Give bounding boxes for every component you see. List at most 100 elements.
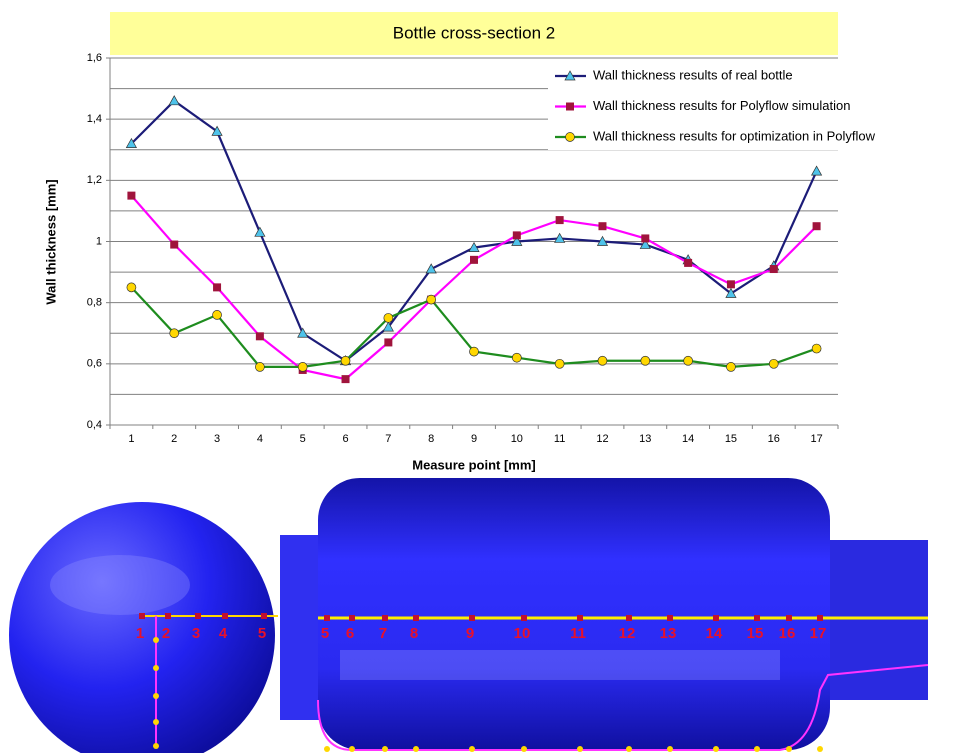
measure-point-label: 7	[379, 625, 387, 642]
measure-point	[817, 746, 823, 752]
measure-point	[626, 615, 632, 621]
measure-point	[153, 719, 159, 725]
measure-point	[521, 746, 527, 752]
measure-point	[153, 693, 159, 699]
legend-marker	[566, 103, 574, 111]
measure-point	[626, 746, 632, 752]
legend-label: Wall thickness results for Polyflow simu…	[593, 98, 850, 113]
measure-point	[382, 746, 388, 752]
measure-point	[667, 615, 673, 621]
x-tick-label: 12	[596, 433, 608, 445]
chart: Bottle cross-section 2 Measure point [mm…	[0, 0, 963, 753]
measure-point	[817, 615, 823, 621]
marker	[556, 216, 564, 224]
measure-point-label: 10	[514, 625, 531, 642]
marker	[812, 166, 822, 175]
chart-title: Bottle cross-section 2	[393, 23, 556, 42]
measure-point	[349, 746, 355, 752]
x-tick-label: 9	[471, 433, 477, 445]
marker	[598, 356, 607, 365]
y-tick-label: 1,2	[87, 174, 102, 186]
measure-point-label: 9	[466, 625, 474, 642]
measure-point	[153, 665, 159, 671]
y-axis-title: Wall thickness [mm]	[43, 179, 58, 304]
marker	[727, 280, 735, 288]
marker	[684, 259, 692, 267]
highlight	[50, 555, 190, 615]
marker	[169, 96, 179, 105]
measure-point	[413, 746, 419, 752]
measure-point	[349, 615, 355, 621]
measure-point	[153, 743, 159, 749]
measure-point	[786, 746, 792, 752]
x-tick-label: 11	[554, 433, 565, 445]
marker	[555, 359, 564, 368]
marker	[384, 338, 392, 346]
x-tick-label: 16	[768, 433, 780, 445]
measure-point	[577, 746, 583, 752]
y-tick-label: 0,4	[87, 419, 102, 431]
x-tick-label: 8	[428, 433, 434, 445]
marker	[641, 356, 650, 365]
marker	[641, 234, 649, 242]
x-tick-label: 15	[725, 433, 737, 445]
measure-point	[139, 613, 145, 619]
legend-label: Wall thickness results of real bottle	[593, 67, 793, 82]
marker	[513, 231, 521, 239]
measure-point	[469, 746, 475, 752]
measure-point	[382, 615, 388, 621]
marker	[812, 344, 821, 353]
measure-point-label: 11	[570, 625, 586, 642]
y-tick-label: 0,8	[87, 297, 102, 309]
measure-point	[195, 613, 201, 619]
marker	[770, 265, 778, 273]
measure-point-label: 17	[810, 625, 827, 642]
measure-point	[577, 615, 583, 621]
bottle-body	[318, 478, 830, 750]
measure-point	[667, 746, 673, 752]
x-tick-label: 10	[511, 433, 523, 445]
measure-point	[469, 615, 475, 621]
marker	[127, 283, 136, 292]
marker	[384, 313, 393, 322]
marker	[256, 332, 264, 340]
measure-point-label: 3	[192, 625, 200, 642]
measure-point-label: 8	[410, 625, 418, 642]
marker	[213, 310, 222, 319]
x-tick-label: 2	[171, 433, 177, 445]
measure-point	[754, 746, 760, 752]
x-tick-label: 3	[214, 433, 220, 445]
measure-point-label: 6	[346, 625, 354, 642]
x-tick-label: 1	[128, 433, 134, 445]
measure-point-label: 14	[706, 625, 723, 642]
measure-point-label: 1	[136, 625, 144, 642]
measure-point	[153, 637, 159, 643]
x-tick-label: 4	[257, 433, 263, 445]
marker	[426, 264, 436, 273]
marker	[684, 356, 693, 365]
measure-point	[713, 615, 719, 621]
marker	[813, 222, 821, 230]
highlight	[340, 650, 780, 680]
measure-point	[786, 615, 792, 621]
measure-point	[261, 613, 267, 619]
measure-point-label: 13	[660, 625, 677, 642]
marker	[170, 241, 178, 249]
x-tick-label: 5	[300, 433, 306, 445]
legend-label: Wall thickness results for optimization …	[593, 128, 876, 143]
measure-point-label: 5	[258, 625, 266, 642]
marker	[213, 283, 221, 291]
y-tick-label: 0,6	[87, 358, 102, 370]
x-tick-label: 6	[342, 433, 348, 445]
measure-point-label: 2	[162, 625, 170, 642]
marker	[298, 362, 307, 371]
marker	[726, 362, 735, 371]
measure-point-label: 4	[219, 625, 228, 642]
x-axis-title: Measure point [mm]	[412, 457, 536, 472]
x-tick-label: 13	[639, 433, 651, 445]
measure-point	[521, 615, 527, 621]
measure-point	[754, 615, 760, 621]
measure-point-label: 16	[779, 625, 796, 642]
measure-point-label: 15	[747, 625, 764, 642]
marker	[170, 329, 179, 338]
